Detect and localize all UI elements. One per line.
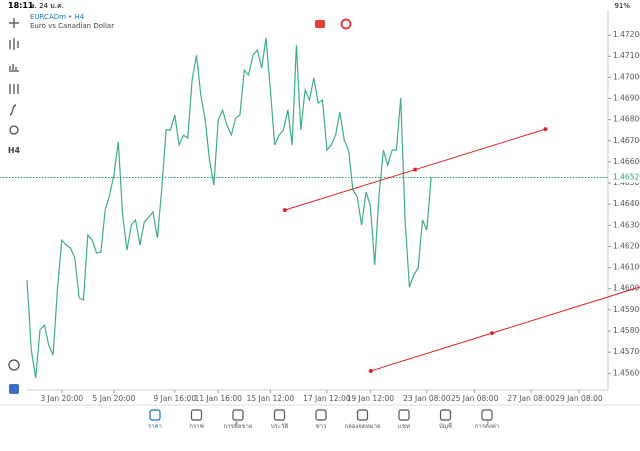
tab-icon (439, 409, 452, 421)
trendline-handle (413, 167, 418, 172)
x-tick-label: 27 Jan 08:00 (507, 394, 555, 403)
trade-tool[interactable] (8, 359, 20, 371)
tab-bar: ราคา กราฟ การซื้อขาย ประวัติ ข่าว กล่องจดหมาย… (148, 409, 499, 430)
tab-icon (315, 409, 327, 421)
crosshair-tool[interactable] (9, 18, 19, 28)
y-tick-label: 1.45600 (613, 368, 640, 377)
tab[interactable]: การตั้งค่า (475, 409, 499, 430)
y-tick-label: 1.47000 (613, 72, 640, 81)
tab-label: ข่าว (316, 423, 327, 430)
tab[interactable]: การซื้อขาย (224, 409, 253, 430)
indicators-tool[interactable] (9, 64, 19, 72)
x-tick-label: 9 Jan 16:00 (153, 394, 196, 403)
tab-icon (481, 409, 493, 421)
symbol[interactable]: EURCADm • H4 (30, 13, 85, 21)
price-line (26, 37, 432, 379)
x-tick-label: 11 Jan 16:00 (194, 394, 242, 403)
plot: 1.45600 1.45700 1.45800 1.45900 1.46000 1.461… (0, 10, 640, 403)
x-tick-label: 3 Jan 20:00 (40, 394, 83, 403)
y-tick-label: 1.45800 (613, 326, 640, 335)
x-tick-label: 5 Jan 20:00 (93, 394, 136, 403)
tab-icon (190, 409, 203, 421)
tab[interactable]: ข่าว (315, 409, 327, 430)
tab-icon (232, 409, 244, 421)
chart-type-tool[interactable] (9, 38, 19, 50)
x-tick-label: 29 Jan 08:00 (555, 394, 603, 403)
y-tick-label: 1.46000 (613, 284, 640, 293)
flag-icon (315, 20, 325, 28)
current-price-tag (609, 172, 640, 183)
tab[interactable]: ประวัติ (271, 409, 289, 430)
tab-label: แชท (398, 423, 410, 430)
symbol-description: Euro vs Canadian Dollar (30, 22, 114, 30)
current-price-label: 1.46526 (613, 173, 640, 182)
y-tick-label: 1.45700 (613, 347, 640, 356)
settings-tool[interactable] (9, 84, 19, 94)
tab-icon (398, 409, 410, 421)
y-tick-label: 1.46400 (613, 199, 640, 208)
status-battery: 91% (614, 2, 630, 10)
left-toolbar (8, 18, 20, 371)
tab-label: กล่องจดหมาย (344, 423, 380, 430)
tab-label: การซื้อขาย (224, 420, 253, 430)
y-tick-label: 1.46600 (613, 157, 640, 166)
x-tick-label: 23 Jan 08:00 (403, 394, 451, 403)
trendline-anchor (368, 368, 373, 373)
app-logo (9, 384, 19, 394)
tab[interactable]: ราคา (148, 409, 162, 430)
y-tick-label: 1.47100 (613, 51, 640, 60)
flag-icon (340, 18, 352, 30)
tab-icon (273, 409, 286, 421)
y-tick-label: 1.46900 (613, 93, 640, 102)
x-tick-label: 17 Jan 12:00 (303, 394, 351, 403)
status-time: 18:11 (8, 1, 34, 10)
x-tick-label: 19 Jan 12:00 (347, 394, 395, 403)
x-tick-label: 25 Jan 08:00 (451, 394, 499, 403)
y-tick-label: 1.46300 (613, 220, 640, 229)
x-tick-label: 15 Jan 12:00 (247, 394, 295, 403)
objects-tool[interactable] (9, 125, 19, 135)
tab-label: บัญชี (439, 422, 452, 430)
function-tool[interactable] (9, 104, 17, 116)
y-tick-label: 1.47200 (613, 30, 640, 39)
y-tick-label: 1.46800 (613, 115, 640, 124)
trendline-anchor (543, 127, 548, 132)
status-date: พ. 24 ม.ค. (30, 2, 64, 10)
y-tick-label: 1.46700 (613, 136, 640, 145)
tab-label: การตั้งค่า (475, 420, 499, 430)
tab[interactable]: กราฟ (189, 409, 204, 430)
tab-icon (149, 409, 161, 421)
tab[interactable]: บัญชี (439, 409, 452, 430)
tab[interactable]: กล่องจดหมาย (344, 409, 381, 430)
tab-label: กราฟ (189, 423, 203, 430)
trendline (370, 286, 640, 372)
trendline-anchor (490, 331, 495, 336)
y-tick-label: 1.45900 (613, 305, 640, 314)
tab[interactable]: แชท (398, 409, 410, 430)
y-tick-label: 1.46200 (613, 241, 640, 250)
tab-label: ราคา (148, 423, 162, 430)
y-tick-label: 1.46100 (613, 263, 640, 272)
tab-icon (356, 409, 369, 421)
tab-label: ประวัติ (271, 423, 289, 430)
timeframe[interactable]: H4 (8, 146, 21, 155)
trendline-anchor (282, 208, 287, 213)
